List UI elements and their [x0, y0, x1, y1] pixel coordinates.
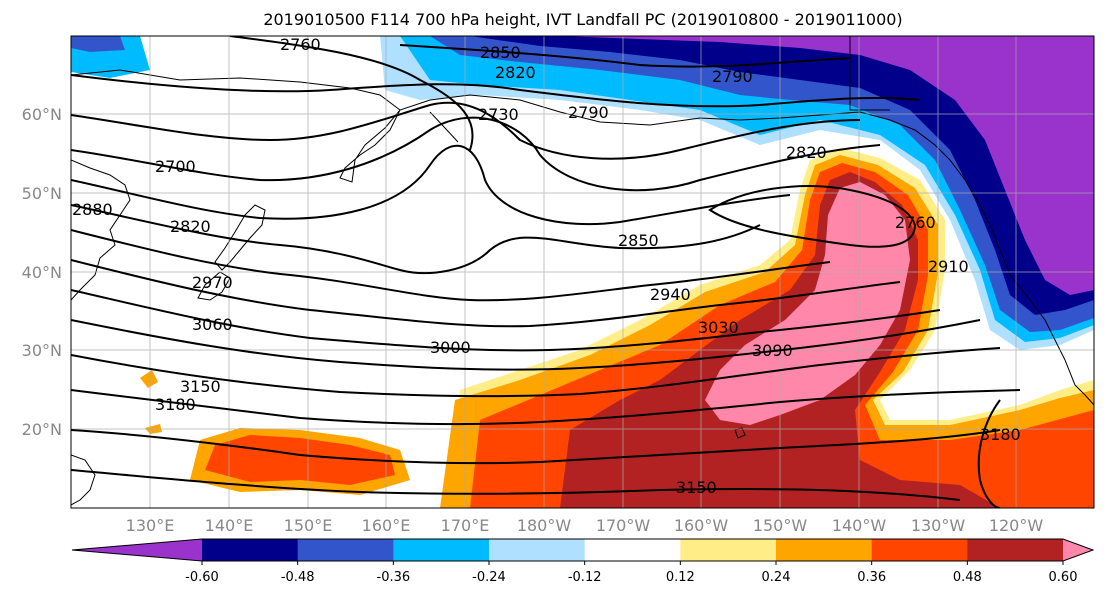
lat-label-60n: 60°N	[22, 105, 62, 124]
lon-label-150e: 150°E	[284, 516, 333, 535]
contour-labels: 2760 2850 2820 2790 2730 2790 2820 2700 …	[72, 35, 1021, 497]
coastline-north-pacific	[71, 69, 1094, 406]
colorbar: -0.60 -0.48 -0.36 -0.24 -0.12 0.12 0.24 0.36 0.4…	[71, 538, 1095, 585]
lon-label-170w: 170°W	[596, 516, 651, 535]
contour-label-3180-west: 3180	[155, 395, 196, 414]
colorbar-tick-label: -0.60	[185, 570, 219, 585]
colorbar-segment	[871, 539, 968, 561]
lon-label-140e: 140°E	[205, 516, 254, 535]
contour-label-2850-center: 2850	[618, 231, 659, 250]
colorbar-tick-label: -0.48	[281, 570, 315, 585]
colorbar-tick-label: -0.36	[377, 570, 411, 585]
longitude-labels: 130°E 140°E 150°E 160°E 170°E 180°W 170°…	[126, 516, 1044, 535]
colorbar-segment	[202, 539, 299, 561]
contour-label-3150-west: 3150	[180, 377, 221, 396]
colorbar-segment	[1063, 539, 1093, 561]
lon-label-150w: 150°W	[753, 516, 808, 535]
colorbar-tick-label: -0.12	[568, 570, 602, 585]
colorbar-segment	[680, 539, 777, 561]
coastline-japan-north	[214, 204, 266, 271]
contour-label-2760-east: 2760	[895, 213, 936, 232]
colorbar-segment	[776, 539, 873, 561]
contour-label-2820-north: 2820	[495, 63, 536, 82]
map-area: 2760 2850 2820 2790 2730 2790 2820 2700 …	[71, 35, 1094, 508]
colorbar-tick-label: 0.60	[1049, 570, 1078, 585]
colorbar-segment	[584, 539, 681, 561]
lon-label-130w: 130°W	[911, 516, 966, 535]
contour-label-2790-northeast: 2790	[712, 67, 753, 86]
lon-label-160e: 160°E	[362, 516, 411, 535]
contour-label-2970: 2970	[192, 273, 233, 292]
colorbar-tick-label: -0.24	[472, 570, 506, 585]
lon-label-170e: 170°E	[441, 516, 490, 535]
contour-label-3090: 3090	[752, 341, 793, 360]
lon-label-140w: 140°W	[832, 516, 887, 535]
lat-label-50n: 50°N	[22, 184, 62, 203]
contour-label-2790-center: 2790	[568, 103, 609, 122]
colorbar-segment	[967, 539, 1064, 561]
figure-title: 2019010500 F114 700 hPa height, IVT Land…	[263, 10, 902, 29]
colorbar-tick-label: 0.36	[857, 570, 886, 585]
contour-label-2910: 2910	[928, 257, 969, 276]
contour-label-2940: 2940	[650, 285, 691, 304]
height-contours	[71, 36, 1021, 508]
colorbar-segment	[489, 539, 586, 561]
lat-label-20n: 20°N	[22, 420, 62, 439]
contour-label-3180-east: 3180	[980, 425, 1021, 444]
lon-label-160w: 160°W	[674, 516, 729, 535]
colorbar-segments	[72, 539, 1093, 561]
lat-label-30n: 30°N	[22, 341, 62, 360]
contour-label-3000: 3000	[430, 338, 471, 357]
coastline-asia	[71, 159, 131, 301]
colorbar-segment	[297, 539, 394, 561]
contour-label-3150-south: 3150	[676, 478, 717, 497]
contour-label-2820-east: 2820	[786, 143, 827, 162]
lat-label-40n: 40°N	[22, 263, 62, 282]
colorbar-ticks: -0.60 -0.48 -0.36 -0.24 -0.12 0.12 0.24 0.36 0.4…	[185, 561, 1077, 585]
coastline-asia-south	[71, 454, 96, 506]
lon-label-180w: 180°W	[517, 516, 572, 535]
contour-label-2700: 2700	[155, 157, 196, 176]
contour-label-2850-north: 2850	[480, 43, 521, 62]
contour-label-3030: 3030	[698, 318, 739, 337]
border-alaska-canada	[849, 36, 890, 111]
contour-label-2760-north: 2760	[280, 35, 321, 54]
coastline-kamchatka	[429, 111, 459, 143]
lon-label-120w: 120°W	[989, 516, 1044, 535]
contour-label-2820-west: 2820	[170, 217, 211, 236]
coastlines	[71, 36, 1094, 506]
latitude-labels: 60°N 50°N 40°N 30°N 20°N	[22, 105, 62, 439]
colorbar-tick-label: 0.12	[666, 570, 695, 585]
colorbar-tick-label: 0.48	[953, 570, 982, 585]
colorbar-segment	[72, 539, 202, 561]
contour-label-2730: 2730	[478, 105, 519, 124]
colorbar-segment	[393, 539, 490, 561]
contour-label-3060: 3060	[192, 315, 233, 334]
contour-label-2880: 2880	[72, 200, 113, 219]
lon-label-130e: 130°E	[126, 516, 175, 535]
map-frame	[70, 35, 1095, 509]
colorbar-tick-label: 0.24	[762, 570, 791, 585]
